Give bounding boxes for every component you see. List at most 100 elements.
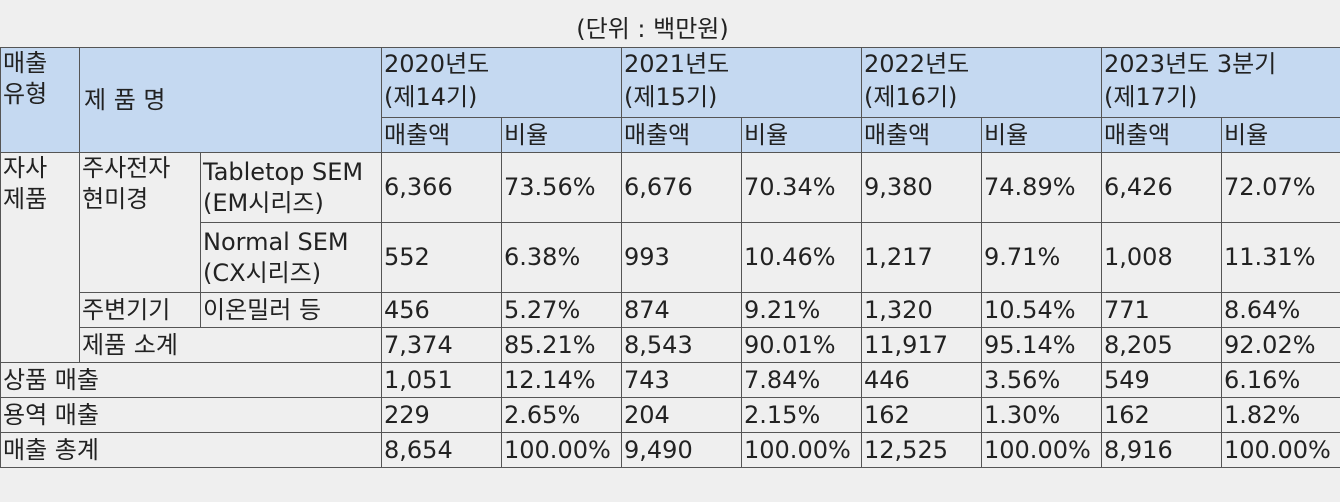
- header-year-2022: 2022년도 (제16기): [861, 47, 1102, 118]
- header-ratio: 비율: [741, 117, 862, 153]
- cell-amount-2021: 8,543: [621, 327, 742, 363]
- cell-amount-2020: 6,366: [381, 152, 502, 223]
- cell-amount-2020: 456: [381, 292, 502, 328]
- year-period: (제17기): [1104, 83, 1198, 111]
- cell-amount-2021: 204: [621, 397, 742, 433]
- cell-ratio-2022: 10.54%: [981, 292, 1102, 328]
- cell-amount-2020: 8,654: [381, 432, 502, 468]
- cell-ratio-2021: 2.15%: [741, 397, 862, 433]
- year-period: (제15기): [624, 83, 718, 111]
- cell-amount-2021: 9,490: [621, 432, 742, 468]
- group-own-products-line1: 자사: [3, 154, 48, 182]
- cell-ratio-2022: 3.56%: [981, 362, 1102, 398]
- cell-ratio-2022: 100.00%: [981, 432, 1102, 468]
- cell-amount-2020: 229: [381, 397, 502, 433]
- cell-ratio-2021: 7.84%: [741, 362, 862, 398]
- unit-note: (단위 : 백만원): [576, 15, 729, 43]
- header-product-name: 제 품 명: [79, 47, 382, 153]
- cell-amount-2022: 12,525: [861, 432, 982, 468]
- product-normal-sem: Normal SEM (CX시리즈): [200, 222, 382, 293]
- header-sales-type-line2: 유형: [3, 80, 48, 108]
- cell-ratio-2021: 100.00%: [741, 432, 862, 468]
- group-sem-line2: 현미경: [82, 185, 149, 213]
- row-product-subtotal: 제품 소계: [79, 327, 382, 363]
- cell-amount-2023: 8,205: [1101, 327, 1222, 363]
- cell-ratio-2020: 73.56%: [501, 152, 622, 223]
- header-amount: 매출액: [861, 117, 982, 153]
- row-sales-total: 매출 총계: [0, 432, 382, 468]
- row-goods-sales: 상품 매출: [0, 362, 382, 398]
- cell-ratio-2023: 72.07%: [1220, 152, 1340, 223]
- cell-amount-2021: 993: [621, 222, 742, 293]
- cell-ratio-2022: 1.30%: [981, 397, 1102, 433]
- cell-ratio-2020: 2.65%: [501, 397, 622, 433]
- year-label: 2020년도: [384, 50, 490, 78]
- cell-ratio-2020: 85.21%: [501, 327, 622, 363]
- cell-ratio-2023: 92.02%: [1220, 327, 1340, 363]
- cell-amount-2023: 162: [1101, 397, 1222, 433]
- cell-amount-2023: 6,426: [1101, 152, 1222, 223]
- cell-ratio-2023: 100.00%: [1220, 432, 1340, 468]
- header-year-2020: 2020년도 (제14기): [381, 47, 622, 118]
- cell-ratio-2020: 5.27%: [501, 292, 622, 328]
- group-peripheral: 주변기기: [79, 292, 201, 328]
- cell-ratio-2023: 6.16%: [1220, 362, 1340, 398]
- cell-amount-2022: 1,320: [861, 292, 982, 328]
- header-year-2021: 2021년도 (제15기): [621, 47, 862, 118]
- header-amount: 매출액: [1101, 117, 1222, 153]
- product-tabletop-sem: Tabletop SEM (EM시리즈): [200, 152, 382, 223]
- header-sales-type: 매출 유형: [0, 47, 80, 153]
- group-own-products-line2: 제품: [3, 185, 48, 213]
- cell-amount-2022: 446: [861, 362, 982, 398]
- cell-amount-2023: 8,916: [1101, 432, 1222, 468]
- header-amount: 매출액: [621, 117, 742, 153]
- cell-ratio-2021: 70.34%: [741, 152, 862, 223]
- cell-ratio-2020: 6.38%: [501, 222, 622, 293]
- product-name-line2: (CX시리즈): [203, 258, 322, 287]
- cell-amount-2023: 771: [1101, 292, 1222, 328]
- cell-amount-2021: 6,676: [621, 152, 742, 223]
- cell-amount-2021: 874: [621, 292, 742, 328]
- product-name-line2: (EM시리즈): [203, 188, 324, 217]
- group-own-products: 자사 제품: [0, 152, 80, 363]
- group-sem-line1: 주사전자: [82, 154, 171, 182]
- cell-amount-2022: 162: [861, 397, 982, 433]
- product-name-line1: Normal SEM: [203, 227, 349, 256]
- cell-ratio-2021: 10.46%: [741, 222, 862, 293]
- cell-ratio-2022: 9.71%: [981, 222, 1102, 293]
- header-ratio: 비율: [1220, 117, 1340, 153]
- cell-amount-2022: 11,917: [861, 327, 982, 363]
- cell-ratio-2020: 12.14%: [501, 362, 622, 398]
- cell-amount-2023: 1,008: [1101, 222, 1222, 293]
- cell-ratio-2023: 8.64%: [1220, 292, 1340, 328]
- year-label: 2022년도: [864, 50, 970, 78]
- header-ratio: 비율: [501, 117, 622, 153]
- cell-ratio-2022: 74.89%: [981, 152, 1102, 223]
- cell-amount-2021: 743: [621, 362, 742, 398]
- cell-ratio-2022: 95.14%: [981, 327, 1102, 363]
- cell-ratio-2021: 9.21%: [741, 292, 862, 328]
- header-ratio: 비율: [981, 117, 1102, 153]
- cell-amount-2023: 549: [1101, 362, 1222, 398]
- header-amount: 매출액: [381, 117, 502, 153]
- cell-amount-2022: 1,217: [861, 222, 982, 293]
- product-name-line1: Tabletop SEM: [203, 157, 364, 186]
- header-year-2023: 2023년도 3분기 (제17기): [1100, 47, 1340, 118]
- group-sem: 주사전자 현미경: [79, 152, 201, 293]
- cell-amount-2022: 9,380: [861, 152, 982, 223]
- cell-ratio-2023: 11.31%: [1220, 222, 1340, 293]
- product-ion-miller: 이온밀러 등: [200, 292, 382, 328]
- year-period: (제16기): [864, 83, 958, 111]
- year-period: (제14기): [384, 83, 478, 111]
- year-label: 2023년도 3분기: [1104, 50, 1277, 78]
- cell-amount-2020: 1,051: [381, 362, 502, 398]
- row-service-sales: 용역 매출: [0, 397, 382, 433]
- cell-ratio-2021: 90.01%: [741, 327, 862, 363]
- sales-table: 매출 유형 제 품 명 2020년도 (제14기) 2021년도 (제15기) …: [0, 47, 1340, 468]
- cell-amount-2020: 7,374: [381, 327, 502, 363]
- cell-ratio-2020: 100.00%: [501, 432, 622, 468]
- cell-ratio-2023: 1.82%: [1220, 397, 1340, 433]
- cell-amount-2020: 552: [381, 222, 502, 293]
- year-label: 2021년도: [624, 50, 730, 78]
- header-sales-type-line1: 매출: [3, 49, 48, 77]
